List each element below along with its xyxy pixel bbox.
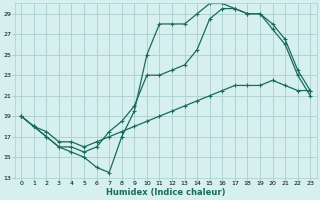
X-axis label: Humidex (Indice chaleur): Humidex (Indice chaleur) xyxy=(106,188,226,197)
